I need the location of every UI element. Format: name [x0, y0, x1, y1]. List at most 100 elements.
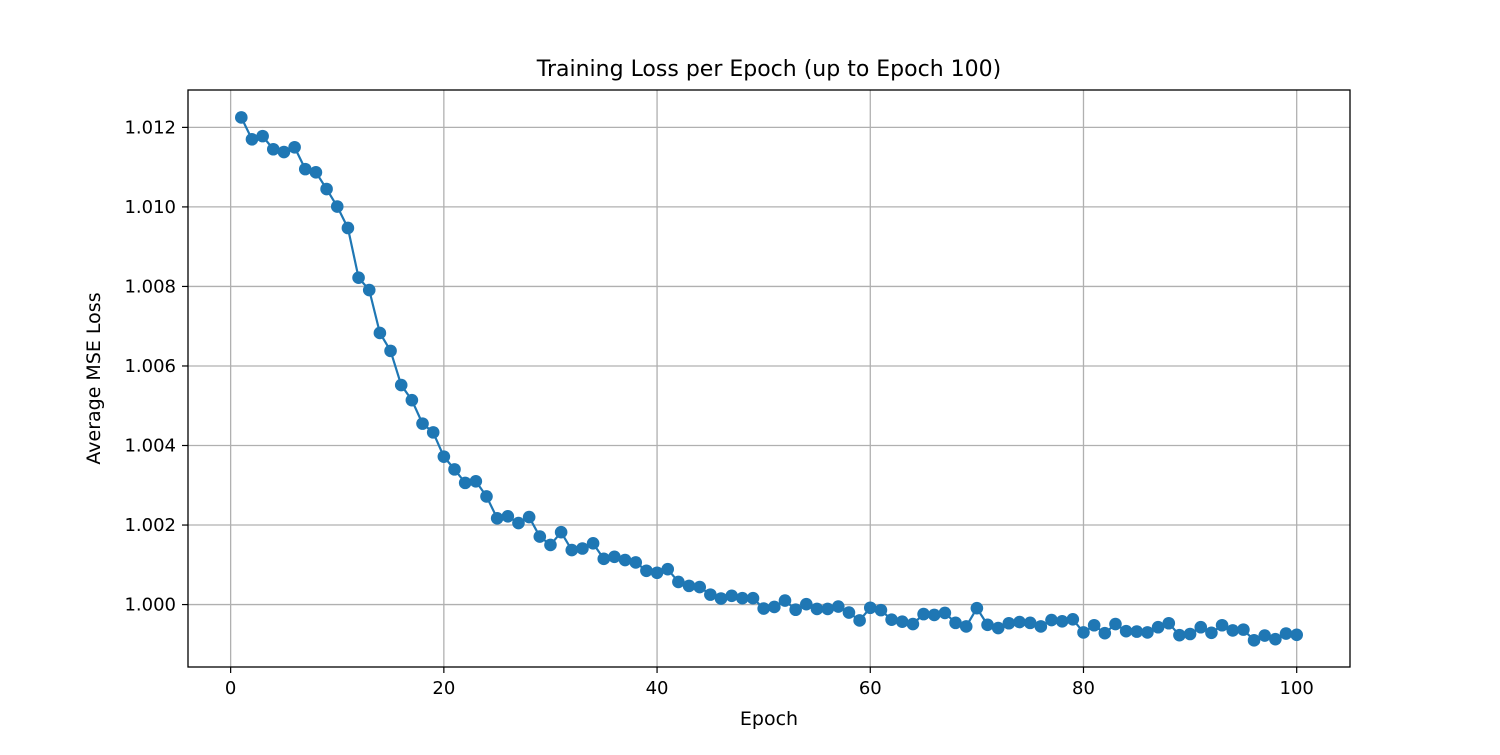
data-point	[746, 591, 760, 605]
data-point	[426, 426, 440, 439]
data-point	[1279, 627, 1293, 640]
data-point	[981, 618, 994, 632]
data-point	[650, 566, 664, 580]
y-tick-label: 1.012	[124, 117, 176, 138]
x-axis-label: Epoch	[740, 708, 798, 730]
data-point	[309, 166, 323, 179]
y-tick-label: 1.004	[124, 436, 176, 457]
data-point	[1290, 628, 1303, 642]
data-point	[235, 111, 248, 124]
x-tick-label: 0	[225, 678, 236, 699]
x-tick-label: 80	[1072, 678, 1095, 699]
data-point	[1119, 624, 1133, 638]
y-tick-label: 1.000	[124, 595, 176, 616]
data-point	[245, 133, 259, 146]
data-point	[725, 589, 738, 603]
data-point	[522, 510, 536, 524]
data-point	[533, 530, 547, 543]
data-point	[1162, 616, 1176, 630]
grid-lines	[188, 90, 1350, 667]
data-point	[949, 616, 962, 630]
data-point	[629, 556, 643, 569]
data-point	[576, 542, 589, 555]
data-point	[373, 326, 387, 340]
data-point	[704, 588, 717, 601]
data-point	[597, 552, 611, 566]
data-point	[1130, 625, 1144, 638]
data-point	[256, 129, 269, 143]
data-point	[1077, 626, 1090, 639]
data-point	[1141, 626, 1154, 639]
data-point	[458, 476, 472, 490]
data-point	[288, 140, 301, 154]
data-point	[437, 450, 451, 463]
data-point	[789, 603, 802, 617]
data-point	[1215, 618, 1229, 632]
data-point	[618, 553, 632, 567]
data-point	[1055, 614, 1069, 628]
data-point	[1194, 620, 1208, 634]
data-point	[586, 537, 600, 550]
data-point	[906, 617, 920, 631]
data-point	[1013, 615, 1026, 629]
data-point	[970, 601, 984, 615]
data-point	[320, 182, 333, 196]
data-point	[640, 564, 653, 578]
data-point	[714, 592, 728, 605]
data-point	[842, 606, 856, 619]
chart-title: Training Loss per Epoch (up to Epoch 100…	[536, 57, 1001, 82]
data-point	[1002, 616, 1016, 630]
data-point	[416, 417, 429, 430]
data-point	[682, 579, 696, 593]
data-point	[298, 162, 312, 176]
data-point	[394, 378, 408, 392]
data-point	[895, 615, 909, 628]
data-point	[736, 591, 749, 605]
data-point	[917, 607, 930, 621]
data-point	[831, 600, 845, 613]
data-point	[821, 602, 834, 616]
x-tick-label: 60	[859, 678, 882, 699]
data-point	[544, 538, 557, 552]
data-point	[362, 283, 376, 297]
data-point	[1183, 627, 1197, 641]
data-point	[405, 393, 419, 407]
data-point	[1045, 613, 1058, 627]
data-point	[800, 597, 813, 611]
data-point	[938, 606, 952, 620]
data-point	[480, 490, 493, 503]
data-point	[778, 594, 792, 607]
axis-ticks: 0 20 40 60 80 100 1.000 1.002 1.004 1.006 1.008 1.0…	[124, 117, 1313, 699]
data-point	[490, 511, 504, 525]
data-point	[768, 600, 781, 614]
data-point	[341, 221, 355, 235]
data-point	[1151, 620, 1165, 634]
data-point	[330, 200, 344, 213]
data-point	[565, 543, 579, 557]
x-tick-label: 100	[1280, 678, 1314, 699]
data-point	[501, 509, 515, 523]
data-point	[1034, 620, 1048, 633]
data-point	[512, 516, 525, 530]
data-point	[1269, 632, 1282, 646]
data-point	[874, 603, 888, 617]
y-tick-label: 1.008	[124, 276, 176, 297]
x-tick-label: 40	[646, 678, 669, 699]
data-point	[959, 620, 973, 633]
data-point	[863, 601, 877, 615]
data-point	[1087, 618, 1101, 632]
data-point	[672, 575, 685, 589]
data-point	[1237, 623, 1250, 636]
data-point	[853, 614, 866, 627]
series-group	[235, 111, 1303, 647]
data-point	[384, 344, 397, 358]
data-point	[661, 562, 675, 576]
y-tick-label: 1.002	[124, 515, 176, 536]
data-point	[1066, 612, 1080, 626]
data-point	[608, 550, 621, 564]
data-point	[927, 608, 941, 622]
data-point	[1173, 628, 1186, 642]
data-point	[693, 580, 707, 594]
